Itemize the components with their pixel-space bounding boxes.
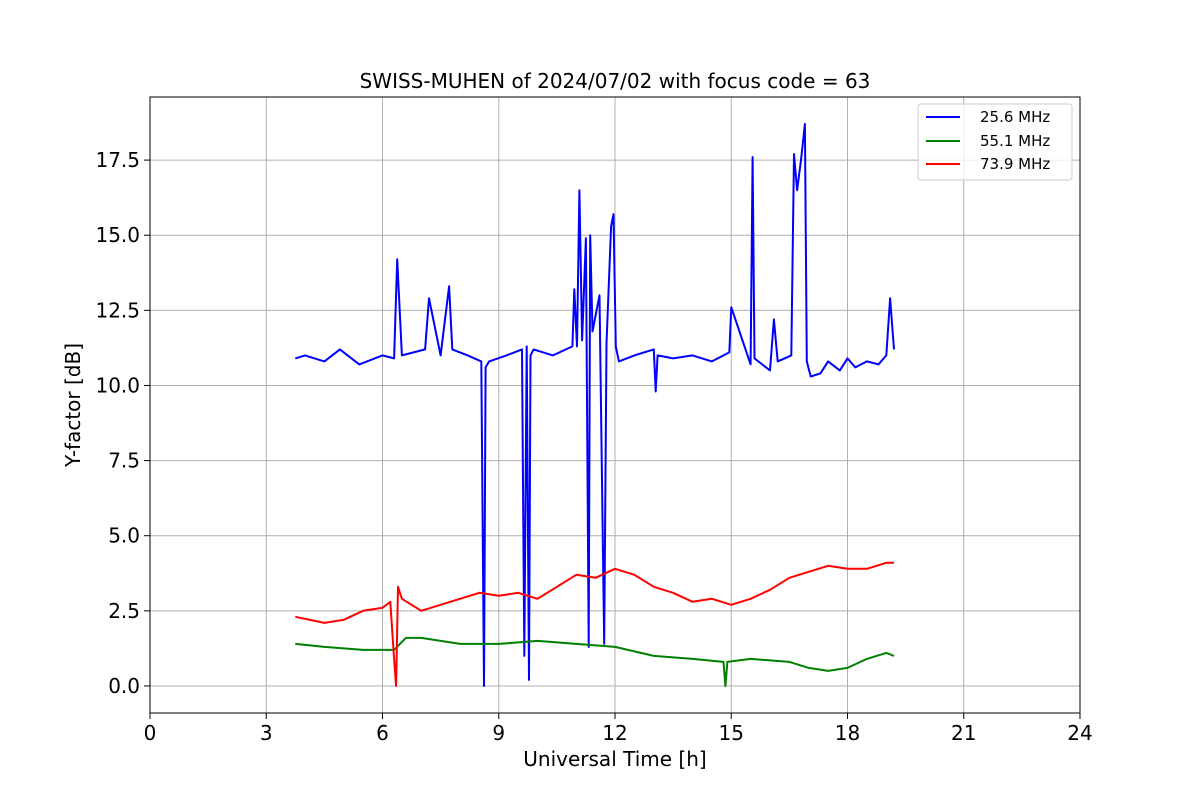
y-tick-label: 0.0 <box>108 674 140 698</box>
series-line-55-1 <box>295 636 895 687</box>
x-tick-label: 21 <box>951 721 976 745</box>
x-tick-label: 9 <box>492 721 505 745</box>
x-tick-label: 15 <box>719 721 744 745</box>
chart-title: SWISS-MUHEN of 2024/07/02 with focus cod… <box>360 69 871 93</box>
x-axis-label: Universal Time [h] <box>523 747 706 771</box>
x-tick-label: 12 <box>602 721 627 745</box>
x-tick-label: 0 <box>144 721 157 745</box>
series-layer <box>295 123 895 687</box>
x-tick-label: 24 <box>1067 721 1092 745</box>
y-axis-label: Y-factor [dB] <box>61 343 85 468</box>
y-tick-label: 5.0 <box>108 524 140 548</box>
y-tick-label: 10.0 <box>95 373 140 397</box>
legend-label-73-9: 73.9 MHz <box>980 155 1050 173</box>
y-tick-label: 12.5 <box>95 298 140 322</box>
legend-label-55-1: 55.1 MHz <box>980 132 1050 150</box>
x-tick-label: 18 <box>835 721 860 745</box>
x-tick-label: 6 <box>376 721 389 745</box>
series-line-25-6 <box>295 123 895 687</box>
y-tick-label: 2.5 <box>108 599 140 623</box>
x-tick-label: 3 <box>260 721 273 745</box>
y-tick-label: 15.0 <box>95 223 140 247</box>
series-line-73-9 <box>295 561 894 687</box>
legend-label-25-6: 25.6 MHz <box>980 108 1050 126</box>
legend: 25.6 MHz 55.1 MHz 73.9 MHz <box>917 103 1073 181</box>
y-tick-label: 17.5 <box>95 148 140 172</box>
legend-box <box>917 103 1073 181</box>
ticks: 0 3 6 9 12 15 18 21 24 0.0 2.5 5.0 7.5 10.0 12.5 15.0 17… <box>95 148 1092 745</box>
y-tick-label: 7.5 <box>108 449 140 473</box>
